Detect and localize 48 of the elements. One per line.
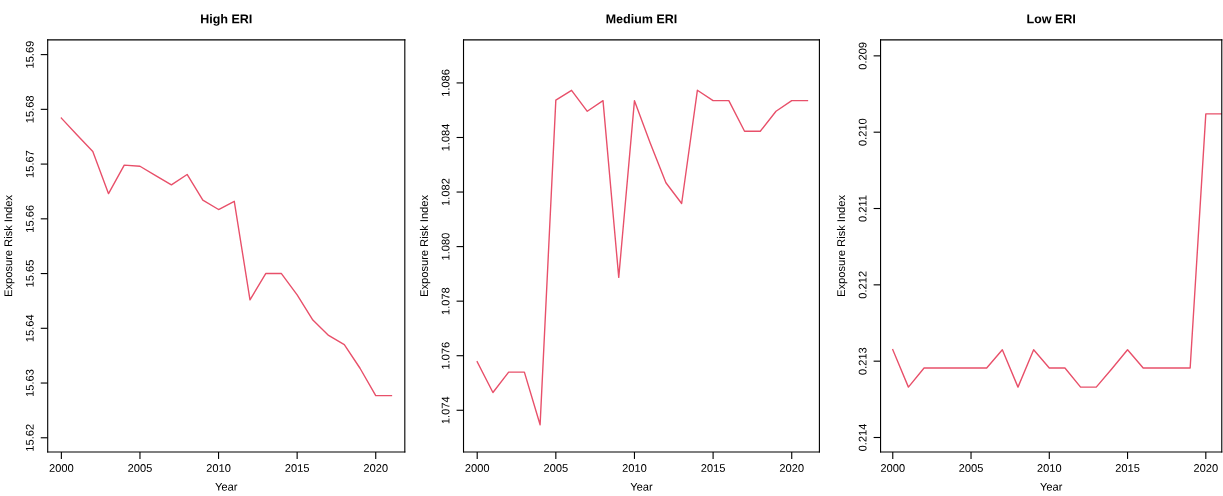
line-series: [476, 89, 809, 426]
y-tick-label: 0.211: [858, 195, 867, 222]
y-tick-label: 15.67: [25, 150, 34, 178]
y-tick-label: 15.62: [25, 424, 34, 451]
x-tick-label: 2015: [701, 464, 725, 472]
y-tick-label: 0.212: [858, 271, 867, 299]
y-tick-label: 15.65: [25, 260, 34, 287]
y-tick-label: 1.074: [441, 396, 450, 424]
x-tick-label: 2010: [622, 464, 647, 472]
x-tick-label: 2020: [1194, 464, 1218, 472]
y-tick-label: 1.086: [441, 69, 450, 96]
y-tick-label: 0.214: [858, 423, 867, 451]
x-axis-title: Year: [215, 482, 238, 491]
y-tick-label: 1.084: [441, 123, 450, 151]
y-tick-label: 15.64: [25, 314, 34, 342]
x-tick-label: 2000: [880, 464, 905, 472]
line-series: [60, 117, 393, 397]
y-axis-title: Exposure Risk Index: [419, 195, 431, 296]
chart-title: Medium ERI: [606, 14, 677, 24]
y-tick-label: 1.080: [441, 233, 450, 260]
x-tick-label: 2020: [363, 464, 388, 472]
y-tick-label: 15.68: [25, 95, 34, 123]
x-tick-label: 2005: [128, 464, 152, 472]
chart-title: High ERI: [201, 14, 252, 26]
y-tick-label: 0.210: [858, 118, 867, 146]
y-tick-label: 0.213: [858, 347, 867, 375]
x-tick-label: 2010: [1037, 464, 1062, 472]
y-axis-title: Exposure Risk Index: [836, 195, 848, 296]
y-axis-title: Exposure Risk Index: [4, 195, 15, 296]
x-tick-label: 2010: [206, 464, 231, 472]
x-tick-label: 2005: [544, 464, 568, 472]
x-axis-title: Year: [630, 482, 653, 491]
y-tick-label: 15.66: [25, 205, 34, 232]
x-tick-label: 2015: [1115, 464, 1140, 472]
y-tick-label: 15.69: [25, 41, 34, 68]
x-tick-label: 2015: [285, 464, 310, 472]
y-tick-label: 15.63: [25, 369, 34, 397]
y-tick-label: 0.209: [858, 42, 867, 70]
chart-title: Low ERI: [1027, 14, 1075, 24]
x-tick-label: 2005: [959, 464, 983, 472]
x-tick-label: 2000: [49, 464, 74, 472]
x-tick-label: 2000: [465, 464, 490, 472]
y-tick-label: 1.078: [441, 287, 450, 315]
y-tick-label: 1.082: [441, 178, 450, 206]
x-axis-title: Year: [1040, 482, 1063, 491]
x-tick-label: 2020: [779, 464, 804, 472]
line-series: [892, 113, 1222, 388]
y-tick-label: 1.076: [441, 342, 450, 369]
